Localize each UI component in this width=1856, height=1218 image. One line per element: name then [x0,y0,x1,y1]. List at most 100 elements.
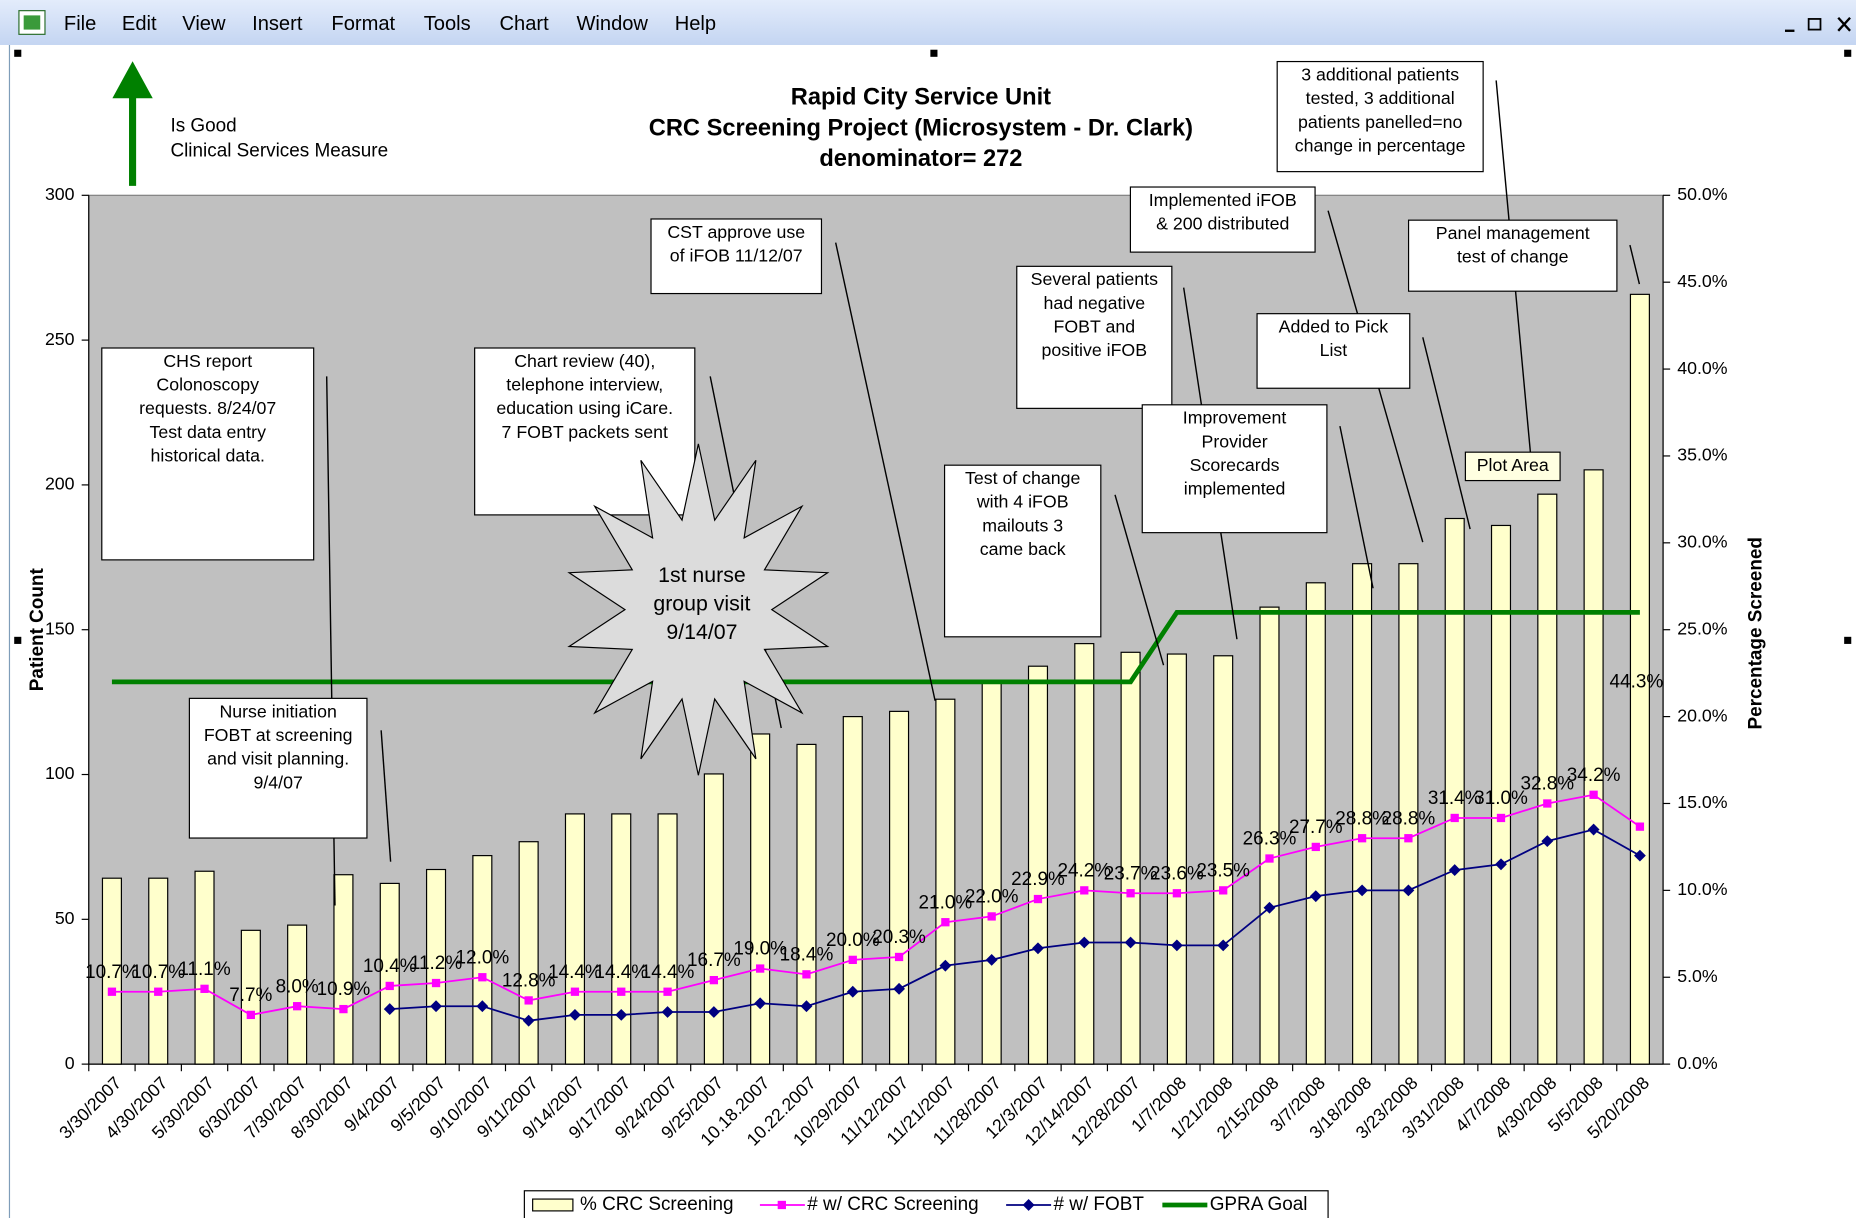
marker [569,1008,581,1021]
data-label: 10.4% [363,956,417,977]
marker [1589,790,1598,799]
annotation-box[interactable] [1276,60,1484,173]
selection-handle[interactable] [14,636,22,644]
annotation-box[interactable] [943,464,1102,638]
selection-handle[interactable] [1844,636,1852,644]
annotation-box[interactable] [1407,219,1618,292]
menu-item[interactable]: Format [331,13,395,35]
line-series [111,793,1641,1016]
bar [1213,655,1234,1065]
annotation-text: Improvement [1183,408,1287,428]
bar [518,841,539,1065]
annotation-text: CHS report [163,351,252,371]
marker [663,987,672,996]
annotation-box[interactable] [1256,313,1411,389]
y2-tick-label: 15.0% [1677,792,1728,812]
bar [1074,643,1095,1065]
marker [1217,939,1230,952]
annotation-box[interactable] [1016,265,1173,409]
annotation-text: change in percentage [1295,135,1466,155]
data-label: 14.4% [548,962,602,983]
legend-label: GPRA Goal [1210,1194,1308,1215]
annotation-text: education using iCare. [496,398,673,418]
annotation-text: mailouts 3 [982,515,1063,535]
annotation-text: had negative [1043,293,1145,313]
starburst[interactable] [567,443,830,776]
data-label: 34.2% [1567,765,1621,786]
legend-marker [777,1200,786,1210]
annotation-text: requests. 8/24/07 [139,398,276,418]
menu-item[interactable]: Window [576,13,648,35]
selection-handle[interactable] [14,49,22,57]
bar [981,681,1002,1065]
menu-item[interactable]: Insert [252,13,303,35]
menu-item[interactable]: Tools [424,13,471,35]
data-label: 7.7% [229,985,272,1006]
annotation-box[interactable] [188,697,368,839]
marker [1219,886,1228,895]
marker [1543,799,1552,808]
marker [430,1000,442,1013]
menu-item[interactable]: View [182,13,226,35]
marker [1357,834,1367,843]
chart-title: denominator= 272 [819,146,1022,172]
annotation-text: Chart review (40), [514,351,655,371]
restore-button[interactable] [1807,18,1822,31]
data-label: 14.4% [594,962,648,983]
annotation-box[interactable] [101,347,315,561]
bar [1352,563,1373,1065]
close-button[interactable] [1837,16,1851,32]
marker [802,970,811,979]
data-label: 28.8% [1335,808,1389,829]
leader-line [1422,337,1471,530]
data-label: 26.3% [1243,829,1297,850]
tooltip[interactable] [1464,451,1561,482]
data-label: 23.5% [1196,860,1250,881]
annotation-text: patients panelled=no [1298,112,1462,132]
bar [1490,524,1512,1065]
annotation-box[interactable] [1129,186,1316,253]
data-label: 21.0% [919,892,973,913]
selection-handle[interactable] [930,49,938,57]
menu-item[interactable]: Edit [122,13,157,35]
annotation-text: Test data entry [150,422,267,442]
annotation-text: of iFOB 11/12/07 [670,246,803,266]
selection-handle[interactable] [1844,49,1852,57]
menu-item[interactable]: Chart [500,13,550,35]
starburst-text: 1st nurse [658,563,746,587]
marker [615,1008,628,1021]
leader-line [1114,494,1165,666]
data-label: 20.0% [826,930,880,951]
annotation-text: & 200 distributed [1156,214,1289,234]
menu-item[interactable]: Help [675,13,716,35]
marker [107,987,117,996]
bar [1305,582,1326,1065]
bar [796,743,817,1065]
y2-axis-label: Percentage Screened [1746,537,1767,729]
bar [889,710,910,1065]
bar [1398,563,1419,1065]
annotation-text: test of change [1457,247,1569,267]
bar [1259,606,1280,1065]
annotation-text: Several patients [1031,269,1158,289]
y-tick-label: 100 [45,763,75,783]
annotation-text: FOBT and [1054,317,1136,337]
y2-tick-label: 5.0% [1677,966,1718,986]
data-label: 10.9% [317,979,371,1000]
annotation-box[interactable] [650,218,823,295]
annotation-text: Implemented iFOB [1149,190,1297,210]
data-label: 20.3% [872,927,926,948]
annotation-text: 7 FOBT packets sent [502,422,668,442]
marker [1080,886,1089,895]
annotation-text: Plot Area [1477,455,1549,475]
menu-item[interactable]: File [64,13,96,35]
marker [1496,813,1506,823]
annotation-text: 9/4/07 [253,772,302,792]
bar [148,877,169,1065]
bar [1166,653,1187,1065]
marker [476,1000,489,1013]
marker [339,1004,348,1014]
annotation-box[interactable] [1141,404,1328,534]
annotation-text: FOBT at screening [204,725,353,745]
